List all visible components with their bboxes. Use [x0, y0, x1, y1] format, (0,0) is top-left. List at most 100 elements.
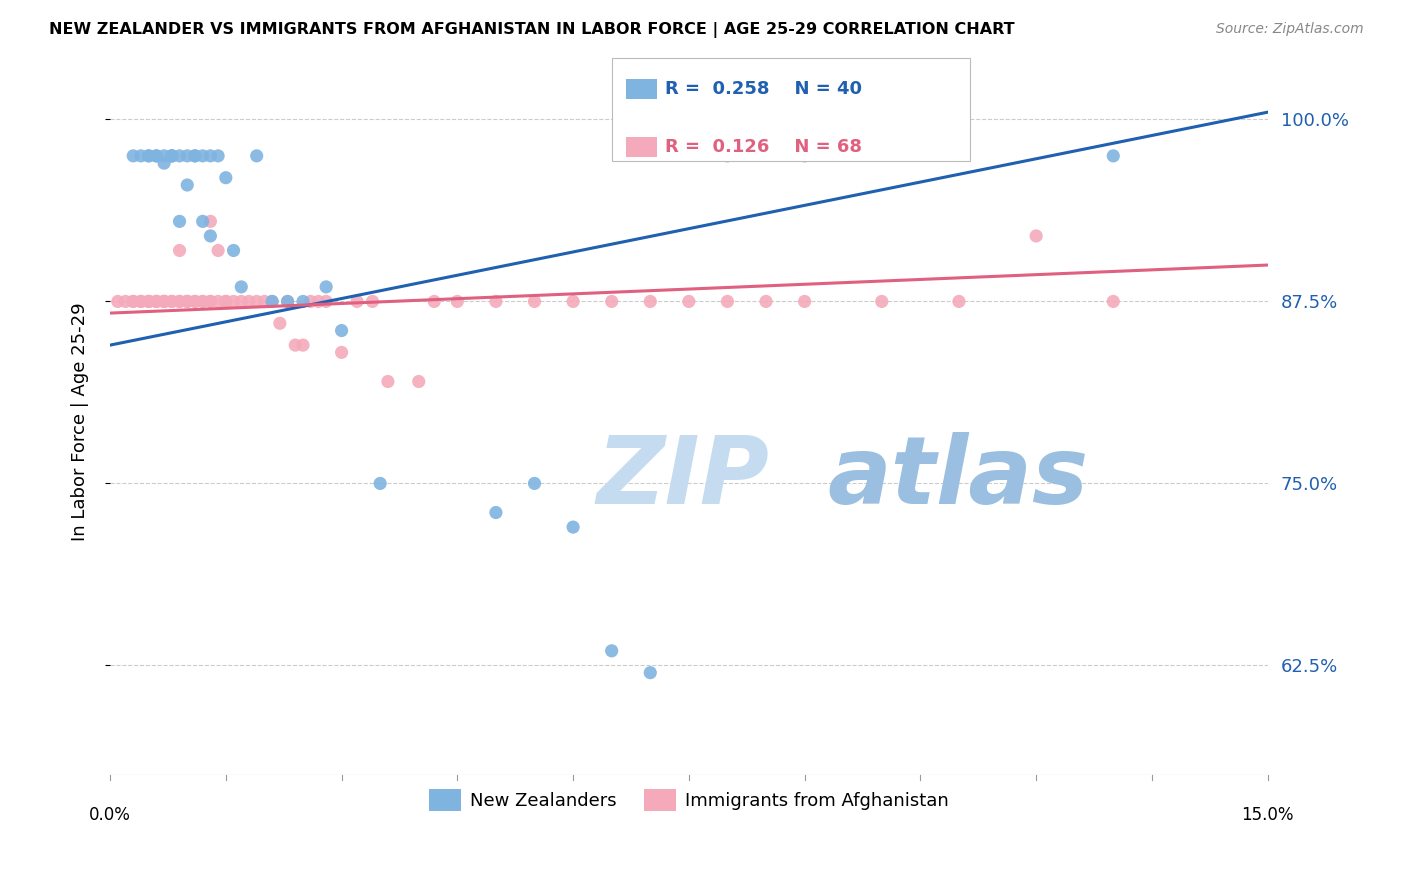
Point — [184, 294, 207, 309]
Point — [169, 294, 191, 309]
Point — [307, 294, 329, 309]
Point — [253, 294, 276, 309]
Point — [948, 294, 970, 309]
Point — [523, 476, 546, 491]
Point — [160, 149, 183, 163]
Point — [153, 294, 176, 309]
Point — [153, 156, 176, 170]
Point — [191, 294, 214, 309]
Point — [222, 244, 245, 258]
Point — [600, 644, 623, 658]
Point — [262, 294, 284, 309]
Point — [408, 375, 430, 389]
Point — [262, 294, 284, 309]
Point — [138, 294, 160, 309]
Point — [716, 294, 738, 309]
Point — [269, 316, 291, 330]
Text: R =  0.258    N = 40: R = 0.258 N = 40 — [665, 80, 862, 98]
Point — [246, 294, 269, 309]
Point — [138, 294, 160, 309]
Point — [200, 149, 222, 163]
Point — [107, 294, 129, 309]
Point — [176, 294, 198, 309]
Point — [200, 214, 222, 228]
Point — [184, 294, 207, 309]
Point — [793, 294, 815, 309]
Point — [176, 294, 198, 309]
Point — [215, 294, 238, 309]
Point — [129, 294, 152, 309]
Point — [145, 294, 167, 309]
Point — [793, 149, 815, 163]
Point — [138, 149, 160, 163]
Text: NEW ZEALANDER VS IMMIGRANTS FROM AFGHANISTAN IN LABOR FORCE | AGE 25-29 CORRELAT: NEW ZEALANDER VS IMMIGRANTS FROM AFGHANI… — [49, 22, 1015, 38]
Text: atlas: atlas — [828, 432, 1090, 524]
Point — [238, 294, 260, 309]
Point — [678, 294, 700, 309]
Y-axis label: In Labor Force | Age 25-29: In Labor Force | Age 25-29 — [72, 302, 89, 541]
Point — [377, 375, 399, 389]
Point — [277, 294, 299, 309]
Point — [222, 294, 245, 309]
Point — [153, 294, 176, 309]
Point — [231, 294, 253, 309]
Point — [169, 149, 191, 163]
Point — [129, 294, 152, 309]
Point — [160, 294, 183, 309]
Point — [330, 324, 353, 338]
Point — [122, 149, 145, 163]
Point — [562, 520, 585, 534]
Point — [191, 149, 214, 163]
Point — [191, 214, 214, 228]
Point — [114, 294, 136, 309]
Point — [200, 294, 222, 309]
Point — [284, 338, 307, 352]
Point — [523, 294, 546, 309]
Point — [129, 149, 152, 163]
Point — [184, 149, 207, 163]
Text: 0.0%: 0.0% — [89, 806, 131, 824]
Point — [315, 280, 337, 294]
Point — [755, 294, 778, 309]
Point — [122, 294, 145, 309]
Point — [169, 214, 191, 228]
Point — [176, 178, 198, 192]
Text: Source: ZipAtlas.com: Source: ZipAtlas.com — [1216, 22, 1364, 37]
Point — [346, 294, 368, 309]
Point — [215, 170, 238, 185]
Point — [184, 149, 207, 163]
Point — [122, 294, 145, 309]
Point — [145, 149, 167, 163]
Point — [870, 294, 893, 309]
Point — [169, 294, 191, 309]
Point — [1102, 149, 1125, 163]
Point — [716, 149, 738, 163]
Point — [485, 506, 508, 520]
Point — [292, 294, 315, 309]
Point — [299, 294, 322, 309]
Point — [169, 244, 191, 258]
Point — [485, 294, 508, 309]
Point — [368, 476, 391, 491]
Point — [562, 294, 585, 309]
Point — [207, 244, 229, 258]
Point — [207, 149, 229, 163]
Point — [315, 294, 337, 309]
Point — [160, 149, 183, 163]
Point — [145, 149, 167, 163]
Point — [153, 294, 176, 309]
Point — [191, 294, 214, 309]
Point — [446, 294, 468, 309]
Point — [160, 149, 183, 163]
Point — [600, 294, 623, 309]
Point — [423, 294, 446, 309]
Point — [215, 294, 238, 309]
Point — [138, 294, 160, 309]
Point — [200, 229, 222, 244]
Point — [1102, 294, 1125, 309]
Point — [138, 149, 160, 163]
Legend: New Zealanders, Immigrants from Afghanistan: New Zealanders, Immigrants from Afghanis… — [422, 782, 956, 819]
Text: 15.0%: 15.0% — [1241, 806, 1294, 824]
Point — [176, 294, 198, 309]
Point — [638, 294, 661, 309]
